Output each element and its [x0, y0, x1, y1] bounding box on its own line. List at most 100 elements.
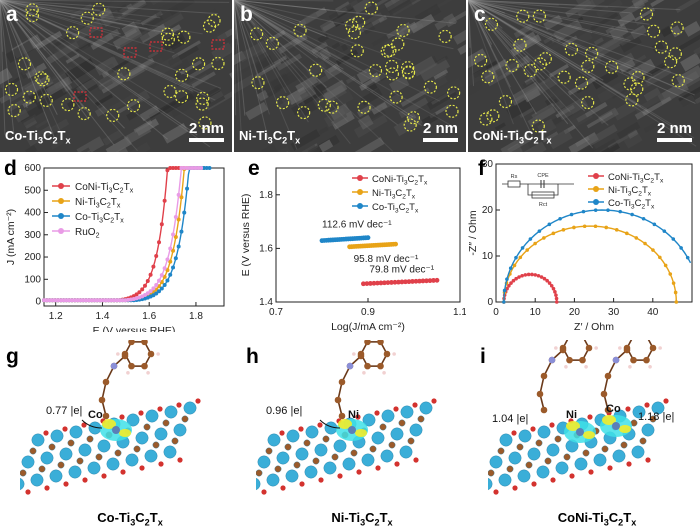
tem-fringe [234, 0, 344, 70]
ti-atom [31, 433, 45, 447]
x-tick-label: 20 [569, 307, 581, 318]
charge-density-isosurface [564, 421, 596, 443]
tem-lattice-patch [548, 63, 569, 78]
data-point [554, 293, 558, 297]
isosurface-yellow [583, 431, 595, 439]
h-atom [564, 364, 568, 369]
tem-lattice-patch [378, 15, 388, 23]
tem-fringe [468, 0, 631, 14]
data-point [159, 273, 164, 278]
o-atom [375, 465, 381, 471]
tem-lattice-patch [563, 31, 593, 53]
data-point [434, 277, 440, 283]
tem-lattice-patch [69, 3, 93, 19]
c-atom [338, 378, 346, 386]
data-point [44, 298, 49, 303]
tem-lattice-patch [491, 95, 513, 111]
single-atom-marker [350, 44, 364, 58]
tem-lattice-patch [678, 29, 700, 51]
legend-label: CoNi-Ti3​C2​Tx​ [608, 172, 664, 184]
ti-atom [489, 455, 503, 469]
metal-atom [612, 422, 620, 430]
data-point [547, 281, 552, 285]
data-point [427, 278, 433, 284]
tem-fringe [234, 0, 327, 37]
tem-fringe [234, 0, 302, 23]
c-atom [20, 469, 27, 477]
isosurface-yellow [102, 419, 116, 429]
data-point [98, 298, 103, 303]
ti-atom [59, 447, 73, 461]
tem-lattice-patch [522, 70, 551, 91]
ti-atom [40, 451, 54, 465]
tem-image-co [0, 0, 232, 152]
tem-lattice-patch [294, 144, 318, 152]
tem-fringe [234, 0, 330, 11]
scale-text-c: 2 nm [656, 120, 692, 137]
data-point [545, 278, 549, 283]
single-atom-marker [92, 2, 106, 16]
ti-atom [361, 453, 375, 467]
data-point [64, 298, 69, 303]
panel-letter-a: a [6, 3, 18, 26]
o-atom [511, 430, 517, 436]
c-atom [540, 406, 548, 414]
o-atom [374, 410, 380, 416]
tem-fringe [234, 0, 352, 47]
data-point [103, 298, 108, 303]
tem-fringe [0, 0, 121, 29]
ti-atom [555, 461, 569, 475]
single-atom-marker [423, 80, 437, 94]
data-point [618, 209, 623, 214]
single-atom-marker [39, 93, 53, 108]
data-point [593, 208, 598, 212]
tem-lattice-patch [135, 14, 164, 34]
data-point [109, 298, 114, 303]
caption-i: CoNi-Ti3C2Tx [557, 510, 637, 528]
tem-lattice-patch [121, 142, 151, 152]
tem-lattice-patch [643, 118, 665, 133]
single-atom-marker [647, 24, 661, 38]
data-point [624, 231, 629, 236]
o-atom [645, 457, 651, 463]
single-atom-marker [22, 90, 36, 104]
n-atom [346, 362, 354, 370]
h-atom [584, 364, 588, 369]
tem-fringe [468, 0, 559, 6]
single-atom-marker [631, 70, 645, 85]
tem-lattice-patch [660, 26, 673, 38]
tem-fringe [468, 0, 475, 87]
panel-letter-g: g [6, 345, 19, 368]
tem-lattice-patch [512, 81, 540, 102]
c-atom [364, 340, 371, 346]
x-tick-label: 0 [493, 307, 499, 318]
c-atom [141, 340, 148, 346]
tem-fringe [468, 0, 639, 82]
tem-fringe [0, 0, 218, 15]
x-axis-label: Log(J/mA cm⁻²) [331, 321, 405, 332]
data-point [606, 208, 610, 212]
tem-lattice-patch [409, 13, 436, 34]
tem-lattice-patch [359, 5, 392, 29]
c-atom [579, 356, 586, 364]
metal-label: Ni [348, 409, 359, 421]
ti-atom [362, 413, 376, 427]
single-atom-marker [77, 107, 91, 121]
data-point [572, 225, 576, 230]
tem-lattice-patch [153, 53, 183, 77]
o-atom [280, 485, 286, 491]
data-point [512, 263, 517, 268]
c-atom [114, 449, 122, 457]
o-atom [413, 457, 419, 463]
c-atom [582, 449, 590, 457]
data-point [520, 246, 525, 250]
c-atom [649, 415, 657, 423]
tem-lattice-patch [171, 40, 201, 59]
tem-lattice-patch [322, 79, 348, 101]
scale-line-c [656, 138, 692, 142]
o-atom [158, 461, 164, 467]
single-atom-marker [670, 21, 684, 35]
single-atom-marker [532, 9, 546, 23]
circuit-label: CPE [537, 173, 549, 179]
c-atom [525, 461, 533, 469]
